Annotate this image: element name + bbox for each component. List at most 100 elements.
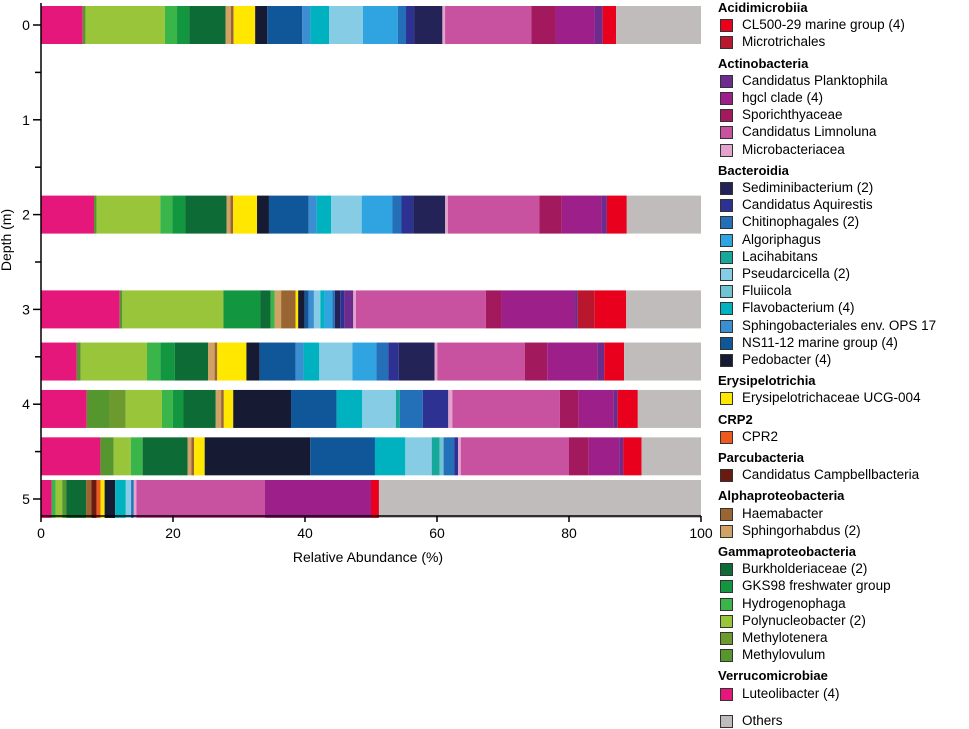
legend-label: Candidatus Campbellbacteria	[742, 467, 920, 483]
bar-segment	[62, 480, 67, 518]
legend-swatch	[720, 507, 733, 521]
legend-group-title: Actinobacteria	[718, 55, 809, 71]
bar-segment	[270, 290, 275, 329]
legend-label: Sphingobacteriales env. OPS 17	[742, 317, 937, 333]
bar-segment	[406, 6, 415, 44]
bar-segment	[626, 195, 701, 234]
bar-segment	[172, 195, 186, 234]
legend-group-title: Gammaproteobacteria	[718, 544, 856, 559]
legend-group-title: Acidimicrobiia	[718, 0, 808, 15]
legend-swatch	[720, 268, 733, 281]
bar-segment	[41, 389, 87, 428]
legend-label: Sporichthyaceae	[742, 107, 843, 123]
bar-segment	[331, 195, 362, 234]
bar-segment	[133, 480, 137, 518]
legend-label: Others	[742, 712, 783, 728]
bar-segment	[398, 342, 435, 381]
x-tick-label: 40	[297, 525, 313, 541]
legend-label: Lacihabitans	[742, 248, 818, 264]
bar-segment	[274, 290, 282, 329]
bar-depth-4_05	[41, 389, 701, 428]
legend-label: GKS98 freshwater group	[742, 578, 891, 594]
legend-label: CPR2	[742, 428, 779, 444]
bar-segment	[485, 290, 502, 329]
bar-segment	[332, 290, 335, 329]
legend-swatch	[720, 632, 733, 645]
bar-segment	[230, 6, 234, 44]
legend-swatch	[720, 354, 733, 367]
bar-segment	[439, 437, 444, 476]
bar-segment	[371, 480, 379, 518]
legend-swatch	[720, 126, 733, 140]
bar-segment	[401, 195, 414, 234]
bar-segment	[185, 195, 227, 234]
legend-swatch	[720, 216, 733, 230]
bar-segment	[225, 6, 231, 44]
bar-segment	[298, 290, 305, 329]
bar-segment	[142, 437, 188, 476]
bar-segment	[215, 389, 222, 428]
x-tick-label: 80	[561, 525, 577, 541]
legend-label: Fluiicola	[742, 283, 792, 299]
bar-segment	[160, 342, 175, 381]
bar-segment	[310, 437, 375, 476]
bar-segment	[604, 342, 625, 381]
bar-segment	[395, 389, 400, 428]
bar-segment	[578, 389, 614, 428]
bar-depth-4_55	[41, 437, 701, 476]
stacked-bar-chart: 0 20 40 60 80 100 0 1 2 3 4 5 Relative Abundance (%…	[0, 3, 713, 565]
legend-label: Erysipelotrichaceae UCG-004	[742, 390, 921, 406]
bar-segment	[340, 290, 345, 329]
bar-segment	[177, 6, 190, 44]
bar-segment	[94, 195, 97, 234]
bar-segment	[147, 342, 161, 381]
bar-segment	[362, 6, 398, 44]
legend-group-title: Verrucomicrobiae	[718, 668, 828, 684]
legend-label: Chitinophagales (2)	[742, 214, 860, 230]
legend-label: Candidatus Limnoluna	[742, 124, 877, 140]
bar-segment	[316, 195, 332, 234]
legend-swatch	[720, 143, 733, 157]
legend-swatch	[720, 580, 733, 594]
bar-segment	[623, 437, 642, 476]
bar-segment	[76, 342, 81, 381]
bar-segment	[86, 389, 110, 428]
y-axis-label: Depth (m)	[0, 209, 14, 271]
bar-segment	[189, 6, 226, 44]
x-tick-label: 0	[37, 525, 45, 541]
bar-segment	[268, 195, 309, 234]
bar-segment	[619, 437, 624, 476]
bar-segment	[246, 342, 260, 381]
bar-segment	[51, 480, 56, 518]
bar-segment	[334, 290, 341, 329]
legend-group-title: Erysipelotrichia	[718, 373, 816, 389]
bar-segment	[86, 480, 92, 518]
legend-swatch	[720, 36, 733, 50]
y-tick-label: 5	[22, 491, 30, 507]
bar-segment	[336, 389, 363, 428]
y-tick-label: 2	[22, 207, 30, 223]
bar-segment	[602, 6, 617, 44]
bar-segment	[174, 342, 208, 381]
bar-segment	[310, 6, 330, 44]
legend-swatch	[720, 714, 733, 728]
bar-segment	[80, 342, 148, 381]
y-tick-label: 4	[22, 396, 30, 412]
bar-segment	[362, 389, 396, 428]
bar-segment	[122, 290, 224, 329]
bar-segment	[641, 437, 701, 476]
bar-segment	[109, 389, 126, 428]
bar-segment	[207, 342, 215, 381]
bar-segment	[233, 195, 258, 234]
bar-segment	[41, 342, 77, 381]
bar-depth-5	[41, 480, 701, 518]
bar-segment	[233, 389, 292, 428]
labels-layer: Relative Abundance (%) Depth (m)	[0, 209, 443, 565]
bar-depth-3	[41, 290, 701, 329]
bar-segment	[183, 389, 216, 428]
bar-segment	[329, 6, 363, 44]
bar-segment	[405, 437, 432, 476]
y-tick-label: 1	[22, 112, 30, 128]
bar-segment	[352, 342, 377, 381]
bar-segment	[617, 389, 638, 428]
